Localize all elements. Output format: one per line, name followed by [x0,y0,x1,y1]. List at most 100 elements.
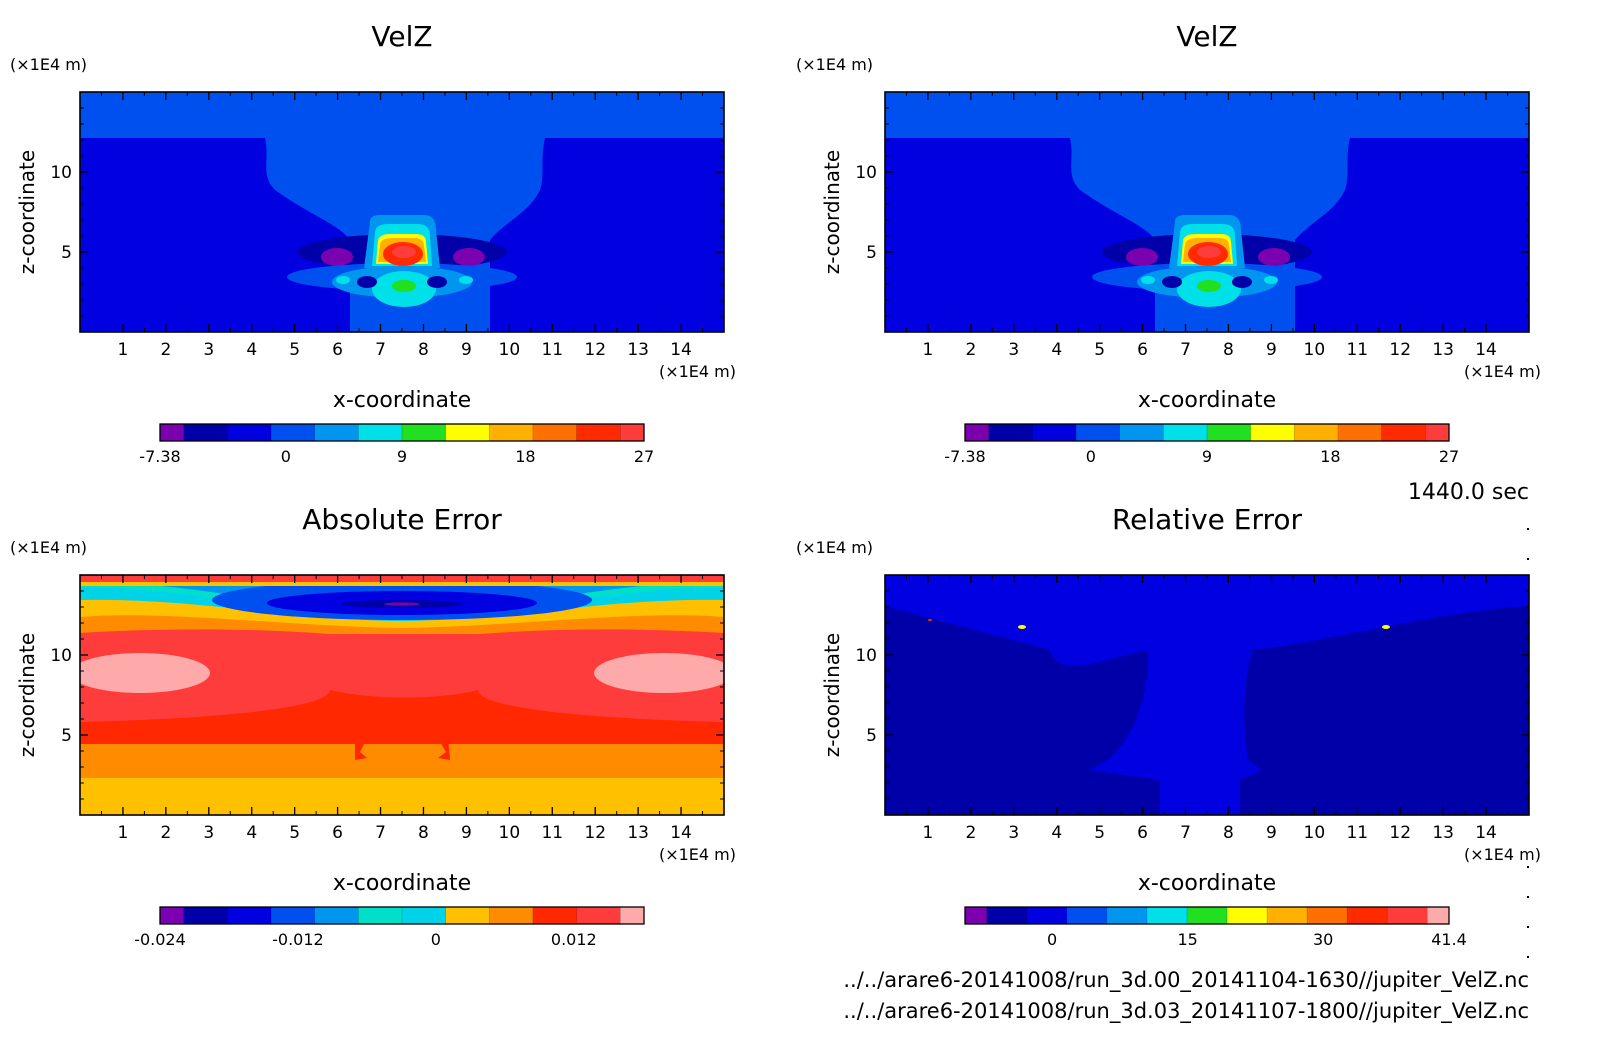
colorbar-swatch [445,907,490,924]
x-tick-label: 8 [1223,823,1234,843]
x-tick-label: 7 [375,823,386,843]
colorbar-label: 9 [397,447,407,466]
x-tick-label: 6 [332,823,343,843]
x-unit-label: (×1E4 m) [659,362,736,381]
colorbar-swatch [160,424,185,441]
colorbar-label: -0.012 [272,930,324,949]
x-tick-label: 2 [965,823,976,843]
colorbar-swatch [1146,907,1188,924]
x-tick-label: 3 [203,823,214,843]
colorbar-swatch [271,424,316,441]
colorbar-swatch [227,424,272,441]
x-axis-label: x-coordinate [1138,871,1276,896]
x-tick-label: 12 [584,823,606,843]
x-tick-label: 1 [923,340,934,360]
y-unit-label: (×1E4 m) [10,55,87,74]
x-tick-label: 5 [289,340,300,360]
colorbar-swatch [489,907,534,924]
y-axis-label: z-coordinate [820,633,844,757]
margin-dots [1527,528,1529,958]
x-axis-label: x-coordinate [333,871,471,896]
x-tick-label: 9 [1266,340,1277,360]
y-unit-label: (×1E4 m) [796,538,873,557]
colorbar-label: 0 [431,930,441,949]
colorbar-swatch [988,424,1033,441]
colorbar-swatch [160,907,185,924]
colorbar-swatch [1387,907,1428,924]
colorbar-swatch [445,424,490,441]
x-tick-label: 5 [289,823,300,843]
x-tick-label: 4 [246,340,257,360]
contour-field [80,92,724,332]
colorbar-swatch [271,907,316,924]
x-tick-label: 11 [541,340,563,360]
y-tick-label: 5 [61,726,72,746]
x-tick-label: 10 [499,340,521,360]
colorbar-swatch [1337,424,1383,441]
colorbar-swatch [620,907,645,924]
x-tick-label: 4 [246,823,257,843]
colorbar-swatch [1250,424,1295,441]
colorbar-label: 15 [1177,930,1197,949]
x-tick-label: 7 [1180,340,1191,360]
colorbar-swatch [314,907,359,924]
contour-field [80,575,724,815]
colorbar-frame [159,423,645,442]
colorbar-swatch [965,424,990,441]
x-tick-label: 11 [1346,823,1368,843]
x-tick-label: 6 [1137,823,1148,843]
y-tick-label: 5 [866,243,877,263]
colorbar-label: 18 [515,447,535,466]
y-tick-label: 5 [866,726,877,746]
y-tick-label: 10 [50,163,72,183]
colorbar-swatch [1163,424,1208,441]
colorbar-swatch [402,907,447,924]
x-tick-label: 7 [1180,823,1191,843]
y-axis-label: z-coordinate [820,150,844,274]
x-tick-label: 3 [1008,823,1019,843]
colorbar-swatch [1347,907,1388,924]
colorbar-swatch [576,907,621,924]
panel-title: VelZ [1176,20,1237,53]
x-tick-label: 2 [965,340,976,360]
time-label: 1440.0 sec [1408,480,1529,505]
x-tick-label: 2 [160,340,171,360]
colorbar-swatch [1425,424,1450,441]
colorbar-swatch [986,907,1028,924]
panel-relative-error: Relative Error (×1E4 m) 1 2 3 4 5 6 7 8 9 10 11 12 1… [796,503,1541,949]
x-tick-label: 7 [375,340,386,360]
x-tick-label: 13 [627,823,649,843]
x-tick-label: 5 [1094,340,1105,360]
colorbar-swatch [358,907,403,924]
x-axis-label: x-coordinate [333,388,471,413]
colorbar-swatch [1267,907,1308,924]
x-tick-label: 3 [203,340,214,360]
colorbar-swatch [1186,907,1228,924]
colorbar-swatch [620,424,645,441]
x-tick-label: 6 [332,340,343,360]
x-tick-label: 14 [1475,340,1497,360]
x-tick-label: 1 [118,340,129,360]
x-tick-label: 10 [499,823,521,843]
x-tick-label: 12 [1389,823,1411,843]
x-tick-label: 12 [584,340,606,360]
y-axis-label: z-coordinate [15,150,39,274]
y-tick-label: 10 [50,646,72,666]
x-tick-label: 6 [1137,340,1148,360]
y-tick-label: 10 [855,163,877,183]
x-tick-label: 14 [1475,823,1497,843]
x-tick-label: 13 [627,340,649,360]
colorbar-swatch [1427,907,1450,924]
colorbar-label: 0 [281,447,291,466]
y-tick-label: 10 [855,646,877,666]
colorbar-swatch [532,424,578,441]
colorbar-label: -7.38 [944,447,985,466]
colorbar-swatch [1119,424,1164,441]
colorbar-swatch [576,424,621,441]
x-tick-label: 1 [118,823,129,843]
x-tick-label: 13 [1432,340,1454,360]
